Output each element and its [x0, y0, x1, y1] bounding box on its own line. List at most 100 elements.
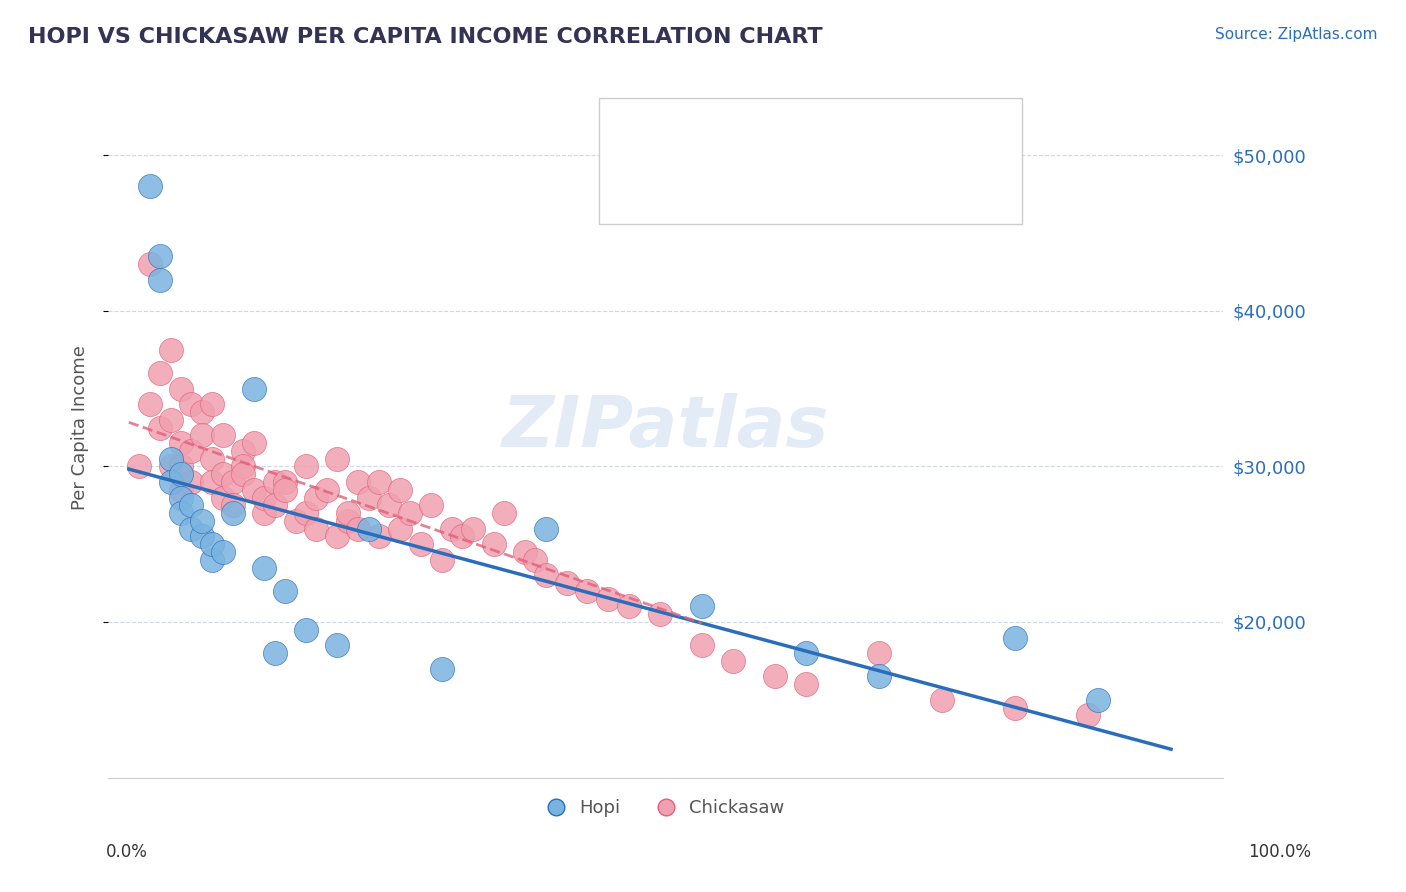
Point	[295, 506, 318, 520]
Point	[368, 529, 391, 543]
Point	[170, 506, 193, 520]
Point	[180, 475, 202, 489]
Point	[128, 459, 150, 474]
Point	[326, 451, 349, 466]
FancyBboxPatch shape	[599, 98, 1022, 225]
Legend: Hopi, Chickasaw: Hopi, Chickasaw	[540, 792, 792, 824]
Point	[263, 475, 285, 489]
Point	[368, 475, 391, 489]
Point	[534, 522, 557, 536]
Point	[170, 436, 193, 450]
Point	[138, 397, 160, 411]
Point	[211, 545, 233, 559]
Point	[211, 467, 233, 482]
Point	[222, 506, 245, 520]
Point	[149, 273, 172, 287]
Point	[263, 498, 285, 512]
Text: 100.0%: 100.0%	[1249, 843, 1310, 861]
Point	[388, 483, 411, 497]
Point	[149, 420, 172, 434]
Point	[170, 459, 193, 474]
Point	[420, 498, 443, 512]
Point	[201, 475, 224, 489]
Point	[409, 537, 432, 551]
Point	[180, 498, 202, 512]
Point	[201, 537, 224, 551]
Point	[211, 491, 233, 505]
Point	[868, 669, 890, 683]
Point	[263, 646, 285, 660]
Point	[347, 475, 370, 489]
Point	[274, 483, 297, 497]
Point	[430, 662, 453, 676]
Point	[357, 491, 380, 505]
Point	[170, 483, 193, 497]
Text: Source: ZipAtlas.com: Source: ZipAtlas.com	[1215, 27, 1378, 42]
Point	[222, 475, 245, 489]
Point	[159, 475, 181, 489]
Point	[1087, 692, 1109, 706]
Point	[201, 451, 224, 466]
Point	[201, 553, 224, 567]
Point	[295, 623, 318, 637]
Text: ZIPatlas: ZIPatlas	[502, 393, 830, 462]
Point	[794, 677, 817, 691]
Point	[931, 692, 953, 706]
Point	[440, 522, 463, 536]
Point	[690, 638, 713, 652]
Point	[191, 428, 214, 442]
Point	[357, 522, 380, 536]
Point	[253, 491, 276, 505]
Point	[723, 654, 745, 668]
Point	[524, 553, 547, 567]
Point	[399, 506, 422, 520]
Point	[211, 428, 233, 442]
Point	[336, 506, 359, 520]
Point	[180, 522, 202, 536]
Point	[461, 522, 484, 536]
Point	[159, 451, 181, 466]
Point	[159, 413, 181, 427]
Point	[191, 529, 214, 543]
Point	[378, 498, 401, 512]
Point	[274, 475, 297, 489]
Point	[180, 443, 202, 458]
Point	[1004, 631, 1026, 645]
Point	[763, 669, 786, 683]
Point	[534, 568, 557, 582]
Point	[232, 459, 254, 474]
Point	[430, 553, 453, 567]
Point	[295, 459, 318, 474]
Point	[253, 506, 276, 520]
Point	[138, 179, 160, 194]
Point	[149, 249, 172, 263]
Text: HOPI VS CHICKASAW PER CAPITA INCOME CORRELATION CHART: HOPI VS CHICKASAW PER CAPITA INCOME CORR…	[28, 27, 823, 46]
Point	[170, 467, 193, 482]
Point	[222, 498, 245, 512]
Point	[201, 397, 224, 411]
Point	[326, 529, 349, 543]
Point	[1077, 708, 1099, 723]
Point	[305, 491, 328, 505]
Point	[243, 483, 266, 497]
Point	[690, 599, 713, 614]
Point	[388, 522, 411, 536]
Point	[284, 514, 307, 528]
Point	[243, 382, 266, 396]
Point	[326, 638, 349, 652]
Point	[1004, 700, 1026, 714]
Point	[170, 491, 193, 505]
Point	[482, 537, 505, 551]
Point	[243, 436, 266, 450]
Point	[794, 646, 817, 660]
Point	[191, 405, 214, 419]
Point	[305, 522, 328, 536]
Text: 0.0%: 0.0%	[105, 843, 148, 861]
Point	[138, 257, 160, 271]
Point	[191, 514, 214, 528]
Point	[253, 560, 276, 574]
Y-axis label: Per Capita Income: Per Capita Income	[72, 345, 89, 510]
Point	[868, 646, 890, 660]
Point	[232, 467, 254, 482]
Point	[492, 506, 515, 520]
